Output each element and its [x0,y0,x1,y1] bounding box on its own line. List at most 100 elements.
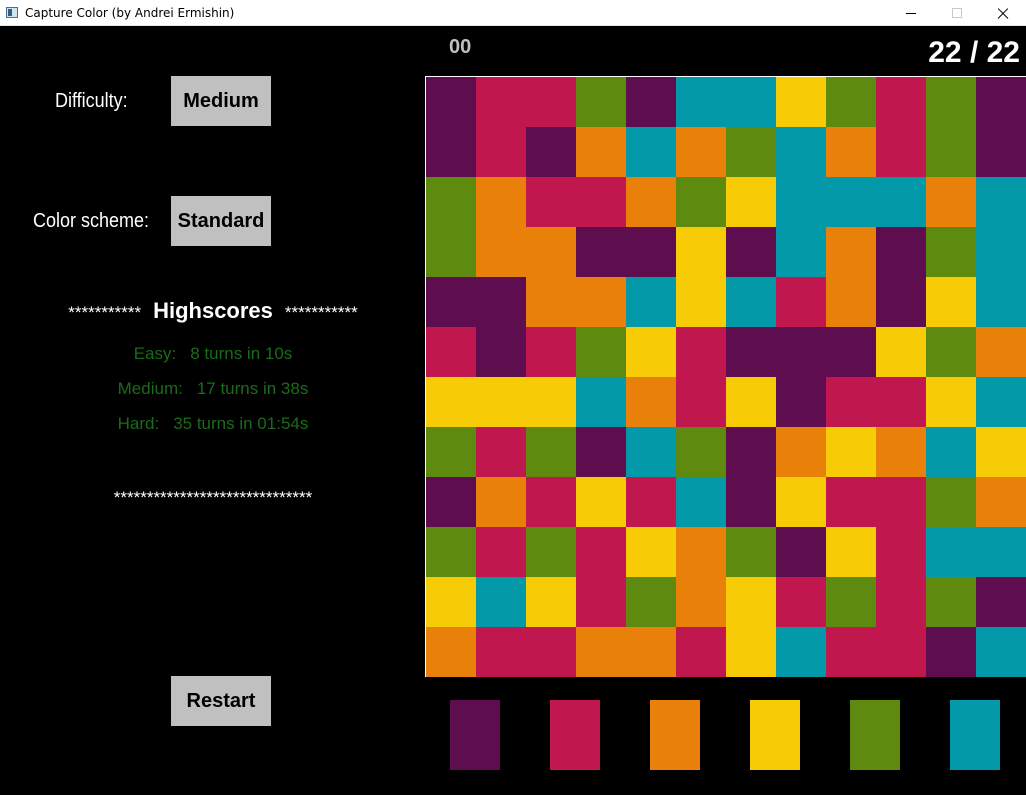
board-cell [976,127,1026,177]
board-cell [476,277,526,327]
color-swatch-button[interactable] [650,700,700,770]
maximize-icon [952,8,962,18]
board-cell [776,627,826,677]
board-cell [726,127,776,177]
board-cell [676,627,726,677]
board-cell [526,127,576,177]
board-cell [526,627,576,677]
board-cell [426,277,476,327]
board-cell [876,177,926,227]
board-cell [526,527,576,577]
highscores-header: *********** Highscores *********** [0,298,426,324]
board-cell [776,577,826,627]
board-cell [726,577,776,627]
board-cell [826,277,876,327]
board-cell [476,327,526,377]
board-cell [576,577,626,627]
board-cell [426,77,476,127]
color-swatch-button[interactable] [750,700,800,770]
board-cell [976,527,1026,577]
highscore-hard-value: 35 turns in 01:54s [173,414,309,433]
board-cell [576,277,626,327]
board-cell [576,227,626,277]
board-cell [626,127,676,177]
board-cell [726,327,776,377]
highscore-easy: Easy: 8 turns in 10s [0,344,426,364]
board-cell [626,227,676,277]
highscore-medium-label: Medium: [117,379,183,398]
board-cell [626,477,676,527]
board-cell [976,227,1026,277]
highscore-medium-value: 17 turns in 38s [196,379,309,398]
board-cell [926,277,976,327]
board-cell [826,77,876,127]
board-cell [976,577,1026,627]
board-cell [476,577,526,627]
board-cell [426,577,476,627]
board-cell [726,627,776,677]
board-cell [526,227,576,277]
board-cell [576,377,626,427]
color-swatch-button[interactable] [950,700,1000,770]
board-cell [826,627,876,677]
minimize-button[interactable] [888,0,934,26]
board-cell [576,477,626,527]
board-cell [826,427,876,477]
board-cell [476,377,526,427]
color-swatch-button[interactable] [450,700,500,770]
maximize-button[interactable] [934,0,980,26]
board-cell [576,527,626,577]
board-cell [926,177,976,227]
board-cell [526,177,576,227]
close-button[interactable] [980,0,1026,26]
color-swatch-button[interactable] [550,700,600,770]
board-cell [526,477,576,527]
board-cell [426,477,476,527]
board-cell [676,77,726,127]
board-cell [876,427,926,477]
board-cell [526,277,576,327]
board-cell [676,577,726,627]
board-cell [576,177,626,227]
board-cell [476,227,526,277]
board-cell [976,177,1026,227]
board-cell [426,227,476,277]
board-cell [626,427,676,477]
difficulty-button[interactable]: Medium [171,76,271,126]
game-board[interactable] [425,76,1026,677]
board-cell [776,377,826,427]
board-cell [626,277,676,327]
board-cell [776,177,826,227]
restart-button[interactable]: Restart [171,676,271,726]
board-cell [426,327,476,377]
board-cell [876,627,926,677]
board-cell [576,77,626,127]
board-cell [526,377,576,427]
board-cell [626,77,676,127]
board-cell [526,77,576,127]
board-cell [776,427,826,477]
board-cell [526,427,576,477]
board-cell [926,327,976,377]
board-cell [426,377,476,427]
board-cell [926,627,976,677]
board-cell [876,477,926,527]
board-cell [776,277,826,327]
color-swatch-button[interactable] [850,700,900,770]
board-cell [726,227,776,277]
board-cell [676,377,726,427]
highscore-medium: Medium: 17 turns in 38s [0,379,426,399]
board-cell [476,527,526,577]
board-cell [976,627,1026,677]
board-cell [826,227,876,277]
board-cell [776,327,826,377]
time-display: 00 [449,36,472,58]
board-cell [576,127,626,177]
highscore-easy-label: Easy: [133,344,177,363]
board-cell [776,77,826,127]
highscore-hard: Hard: 35 turns in 01:54s [0,414,426,434]
board-cell [876,327,926,377]
board-cell [676,127,726,177]
title-bar[interactable]: Capture Color (by Andrei Ermishin) [0,0,1026,26]
color-scheme-button[interactable]: Standard [171,196,271,246]
